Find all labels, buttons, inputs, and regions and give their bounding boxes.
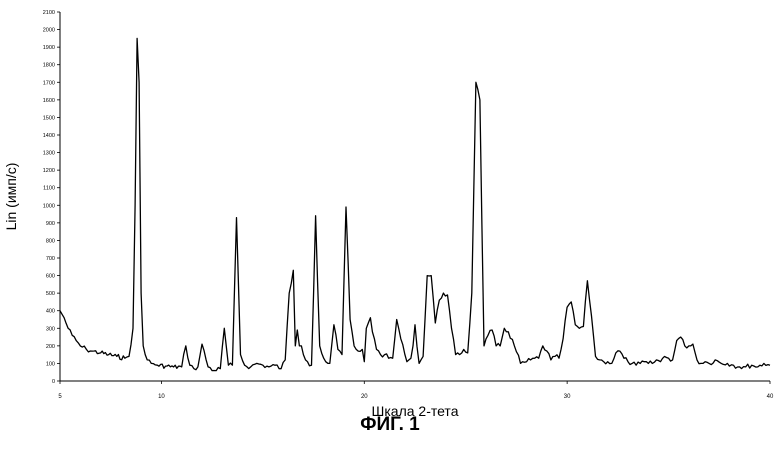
y-tick-label: 300	[46, 326, 55, 332]
x-ticks: 5 10 20 30 40	[58, 381, 774, 400]
y-tick-label: 2000	[43, 28, 55, 34]
y-tick-label: 1700	[43, 80, 55, 86]
y-tick-label: 700	[46, 256, 55, 262]
y-tick-label: 1000	[43, 203, 55, 209]
y-tick-label: 1300	[43, 151, 55, 157]
y-tick-label: 2100	[43, 10, 55, 16]
y-tick-label: 0	[52, 379, 55, 385]
diffraction-trace	[60, 38, 770, 370]
y-tick-label: 800	[46, 238, 55, 244]
figure-caption: ФИГ. 1	[0, 414, 780, 436]
x-tick-label: 10	[158, 394, 165, 400]
y-tick-label: 100	[46, 361, 55, 367]
y-tick-label: 1200	[43, 168, 55, 174]
x-tick-label: 30	[564, 394, 571, 400]
y-tick-label: 900	[46, 221, 55, 227]
y-axis-title: Lin (имп/с)	[3, 163, 19, 231]
y-tick-label: 1100	[43, 186, 55, 192]
y-tick-label: 500	[46, 291, 55, 297]
y-tick-label: 1500	[43, 115, 55, 121]
y-tick-label: 200	[46, 344, 55, 350]
y-ticks: 0 100 200 300 400 500 600 700 800 900 1000 1100 1200…	[43, 10, 60, 385]
y-tick-label: 1800	[43, 63, 55, 69]
x-tick-label: 5	[58, 394, 62, 400]
x-tick-label: 20	[361, 394, 368, 400]
y-tick-label: 1900	[43, 45, 55, 51]
y-tick-label: 1400	[43, 133, 55, 139]
x-tick-label: 40	[767, 394, 774, 400]
y-tick-label: 400	[46, 309, 55, 315]
y-tick-label: 600	[46, 274, 55, 280]
y-tick-label: 1600	[43, 98, 55, 104]
